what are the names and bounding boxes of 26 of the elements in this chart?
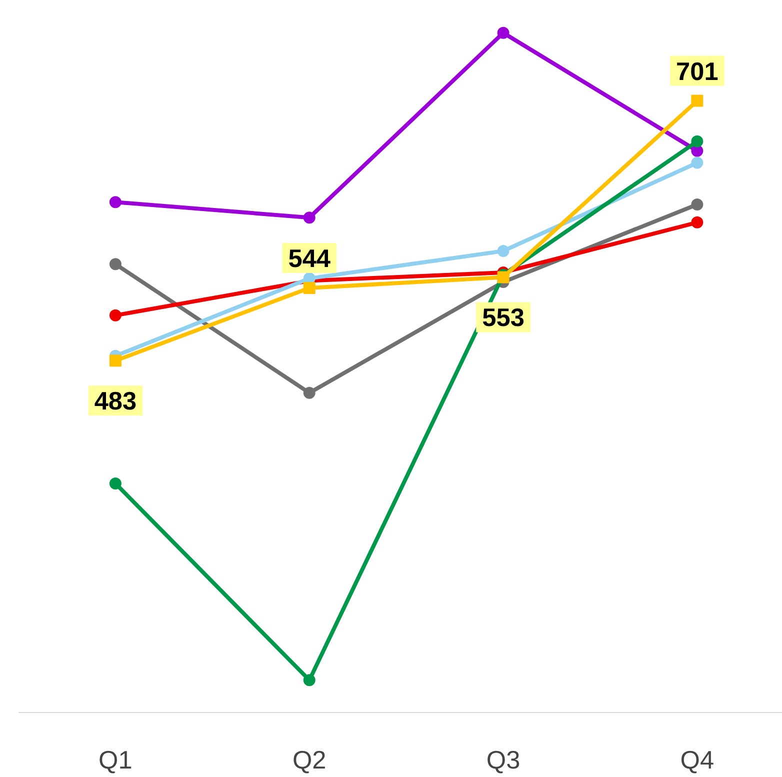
- point: [691, 216, 704, 228]
- point: [109, 196, 122, 208]
- data-label: 544: [288, 244, 330, 273]
- x-tick-label: Q3: [486, 746, 520, 774]
- point: [691, 198, 704, 211]
- point: [109, 309, 122, 322]
- x-tick-label: Q1: [98, 746, 132, 774]
- point: [691, 156, 704, 169]
- x-tick-label: Q2: [292, 746, 326, 774]
- point: [691, 135, 704, 148]
- x-tick-label: Q4: [680, 746, 714, 774]
- point: [497, 245, 510, 257]
- data-label: 483: [94, 388, 137, 416]
- point: [303, 674, 316, 686]
- point: [691, 94, 704, 107]
- point: [109, 258, 122, 270]
- point: [497, 26, 510, 39]
- data-label: 553: [482, 304, 524, 332]
- point: [691, 144, 704, 157]
- point: [109, 354, 122, 367]
- point: [303, 282, 316, 294]
- point: [109, 477, 122, 490]
- data-label: 701: [676, 58, 718, 86]
- point: [303, 212, 316, 224]
- point: [303, 386, 316, 399]
- point: [497, 271, 510, 284]
